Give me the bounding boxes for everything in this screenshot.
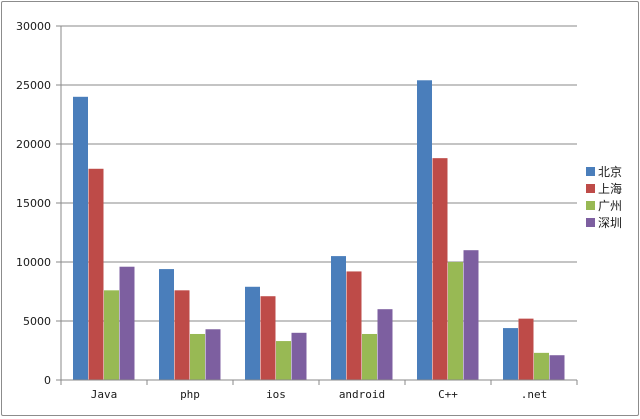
y-tick-label: 30000 (16, 20, 51, 33)
bar (362, 333, 377, 380)
legend-swatch (586, 218, 595, 227)
bar (245, 286, 260, 380)
bar (88, 168, 104, 380)
x-tick-label: .net (521, 388, 548, 401)
x-tick-label: php (180, 388, 200, 401)
y-tick-label: 25000 (16, 79, 51, 92)
x-tick-label: ios (266, 388, 286, 401)
bar (346, 271, 362, 380)
bar (377, 309, 393, 380)
gridlines (61, 25, 577, 322)
bar (174, 290, 190, 380)
bar (503, 328, 518, 380)
bar (159, 269, 174, 380)
bar (276, 341, 291, 380)
y-tick-label: 20000 (16, 138, 51, 151)
bar (291, 332, 307, 380)
x-tick-label: C++ (438, 388, 458, 401)
bar (463, 250, 479, 380)
x-tick-label: android (339, 388, 385, 401)
bars (73, 80, 565, 381)
y-tick-label: 15000 (16, 197, 51, 210)
bar (432, 158, 448, 380)
bar (534, 352, 549, 380)
bar (518, 318, 534, 380)
legend-label: 北京 (598, 165, 622, 179)
legend-label: 广州 (598, 199, 622, 213)
axes: 0 5000 10000 15000 20000 25000 30000 Java php ios… (16, 20, 578, 401)
bar (331, 256, 346, 380)
bar (417, 80, 432, 380)
bar (205, 329, 221, 380)
bar (549, 355, 565, 380)
bar (119, 266, 135, 380)
bar (104, 290, 119, 380)
legend-swatch (586, 167, 595, 176)
x-tick-label: Java (91, 388, 118, 401)
legend-swatch (586, 184, 595, 193)
bar (260, 296, 276, 380)
bar (448, 262, 463, 380)
bar (73, 96, 88, 381)
legend-label: 深圳 (598, 216, 622, 230)
y-tick-label: 10000 (16, 256, 51, 269)
legend-swatch (586, 201, 595, 210)
legend-label: 上海 (598, 181, 622, 196)
y-tick-label: 0 (44, 374, 51, 387)
y-tick-label: 5000 (23, 315, 51, 328)
bar (190, 333, 205, 380)
